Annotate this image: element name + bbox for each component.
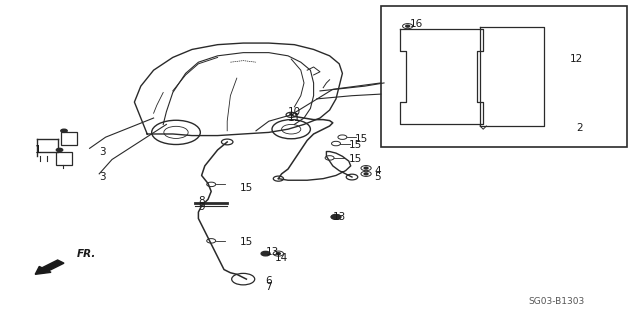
Circle shape — [56, 148, 63, 152]
Text: 10: 10 — [288, 107, 301, 117]
Text: 5: 5 — [374, 172, 381, 182]
Circle shape — [364, 173, 368, 175]
Text: 13: 13 — [333, 212, 346, 222]
Text: 11: 11 — [288, 113, 301, 123]
Text: FR.: FR. — [77, 249, 96, 259]
Circle shape — [364, 167, 368, 169]
Text: 15: 15 — [349, 154, 362, 165]
Circle shape — [61, 129, 67, 132]
Text: 6: 6 — [266, 276, 272, 286]
Circle shape — [276, 253, 280, 255]
Text: 3: 3 — [99, 172, 106, 182]
Text: 14: 14 — [275, 253, 289, 263]
Bar — [56, 152, 72, 165]
Text: 8: 8 — [198, 196, 205, 206]
Text: 15: 15 — [240, 183, 253, 193]
Circle shape — [332, 215, 340, 219]
Text: 15: 15 — [240, 237, 253, 248]
Text: 16: 16 — [410, 19, 423, 29]
Text: 7: 7 — [266, 282, 272, 292]
Bar — [61, 132, 77, 145]
Text: 4: 4 — [374, 166, 381, 176]
Text: 15: 15 — [355, 134, 369, 144]
FancyArrow shape — [35, 260, 64, 274]
Text: 3: 3 — [99, 146, 106, 157]
Circle shape — [406, 25, 410, 27]
Text: 13: 13 — [266, 247, 279, 257]
Text: 12: 12 — [570, 54, 583, 64]
Circle shape — [261, 251, 270, 256]
Text: 1: 1 — [35, 145, 42, 155]
Text: 15: 15 — [349, 140, 362, 150]
Text: 9: 9 — [198, 202, 205, 212]
Text: SG03-B1303: SG03-B1303 — [529, 297, 585, 306]
Bar — [381, 6, 627, 147]
Circle shape — [334, 216, 338, 218]
Text: 2: 2 — [576, 122, 582, 133]
